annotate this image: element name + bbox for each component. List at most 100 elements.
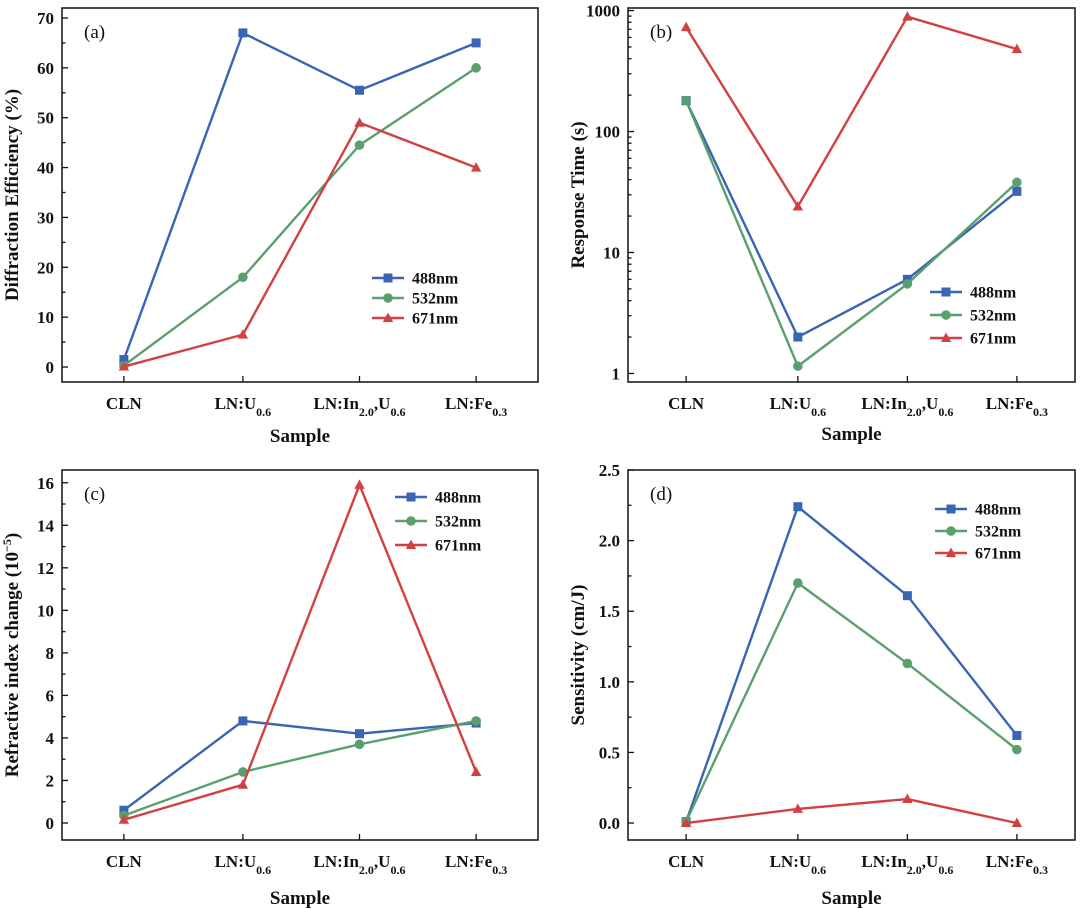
legend-marker: [941, 287, 951, 297]
legend-marker: [405, 539, 417, 549]
x-tick-label: CLN: [668, 852, 705, 871]
x-tick-label: CLN: [106, 394, 143, 413]
y-tick-label: 70: [37, 9, 54, 28]
x-tick-label: LN:U0.6: [215, 852, 272, 877]
data-point-488nm: [355, 729, 364, 739]
series-line-488nm: [123, 719, 477, 812]
x-tick-label: LN:U0.6: [770, 852, 827, 877]
data-point-671nm: [1011, 817, 1023, 828]
data-point-532nm: [354, 140, 365, 150]
y-tick-label: 1.5: [599, 602, 620, 621]
x-tick-label: LN:In2.0,U0.6: [314, 394, 406, 419]
panel-label: (c): [84, 484, 105, 505]
panel-label: (b): [650, 22, 672, 43]
data-point-532nm: [354, 739, 365, 750]
data-point-488nm: [119, 355, 129, 365]
plot-frame: [61, 469, 539, 841]
x-axis-title: Sample: [270, 888, 330, 909]
legend: 488nm 532nm 671nm: [930, 285, 1017, 348]
y-axis-title: Response Time (s): [568, 121, 589, 268]
data-point-488nm: [793, 502, 803, 512]
data-point-671nm: [237, 779, 249, 789]
legend-label: 671nm: [435, 538, 482, 555]
y-axis-title: Refractive index change (10−5): [0, 533, 23, 777]
legend: 488nm 532nm 671nm: [395, 490, 482, 555]
data-point-671nm: [354, 117, 365, 127]
data-point-532nm: [902, 279, 913, 289]
y-tick-label: 14: [37, 516, 55, 535]
y-axis-title: Sensitivity (cm/J): [568, 585, 589, 726]
plot-frame: [627, 469, 1076, 841]
legend-marker: [406, 516, 416, 526]
series-line-671nm: [685, 797, 1018, 825]
legend-label: 488nm: [975, 502, 1022, 519]
data-point-488nm: [793, 332, 803, 342]
legend-marker: [945, 547, 957, 557]
legend-marker: [946, 526, 956, 536]
legend: 488nm 532nm 671nm: [935, 502, 1022, 563]
data-point-532nm: [681, 95, 691, 106]
data-point-488nm: [238, 28, 248, 38]
x-tick-label: LN:U0.6: [215, 394, 272, 419]
y-tick-label: 100: [595, 123, 621, 142]
legend-marker: [383, 273, 393, 283]
data-point-532nm: [238, 767, 248, 777]
data-point-532nm: [793, 361, 803, 371]
y-tick-label: 0: [46, 358, 55, 377]
data-point-671nm: [680, 21, 692, 32]
data-point-532nm: [471, 716, 481, 726]
data-point-488nm: [355, 85, 364, 95]
legend-label: 488nm: [435, 490, 482, 507]
series-line-671nm: [123, 483, 478, 821]
data-point-671nm: [792, 201, 804, 211]
x-axis-title: Sample: [821, 888, 881, 909]
chart-panel-b: 1 10 100 1000 CLN LN:U0.6 LN:In2.0,U0.6 LN:Fe0.…: [568, 2, 1076, 445]
series-line-488nm: [685, 100, 1018, 339]
y-tick-label: 2: [46, 771, 55, 790]
series-line-671nm: [685, 15, 1018, 208]
y-tick-label: 20: [37, 258, 54, 277]
y-tick-label: 16: [37, 474, 54, 493]
y-tick-label: 0: [46, 814, 55, 833]
data-point-488nm: [119, 805, 129, 815]
y-tick-label: 30: [37, 208, 54, 227]
y-tick-label: 40: [37, 159, 54, 178]
legend-marker: [941, 310, 951, 320]
x-tick-label: LN:Fe0.3: [986, 852, 1048, 877]
data-point-671nm: [354, 479, 365, 489]
panel-label: (a): [84, 22, 105, 43]
data-point-532nm: [238, 272, 248, 283]
data-point-671nm: [470, 766, 482, 776]
data-point-671nm: [902, 793, 913, 804]
x-tick-label: LN:Fe0.3: [445, 852, 507, 877]
legend-label: 532nm: [435, 514, 482, 531]
legend-marker: [940, 332, 952, 342]
y-tick-label: 8: [46, 644, 55, 663]
legend-marker: [382, 312, 394, 322]
data-point-671nm: [118, 361, 130, 371]
data-point-671nm: [680, 817, 692, 828]
x-tick-label: CLN: [668, 394, 705, 413]
y-tick-label: 1.0: [599, 673, 620, 692]
x-tick-label: LN:Fe0.3: [445, 394, 507, 419]
y-axis-title: Diffraction Efficiency (%): [2, 89, 23, 301]
data-point-488nm: [1012, 730, 1022, 740]
legend-marker: [383, 293, 393, 303]
y-tick-label: 10: [37, 601, 54, 620]
x-tick-label: LN:U0.6: [770, 394, 827, 419]
data-point-488nm: [238, 716, 248, 726]
y-tick-label: 2.5: [599, 461, 620, 480]
x-axis-title: Sample: [270, 426, 330, 447]
legend: 488nm 532nm 671nm: [372, 271, 459, 328]
panel-label: (d): [650, 484, 672, 505]
y-tick-label: 0.0: [599, 814, 620, 833]
data-point-532nm: [793, 578, 803, 588]
data-point-671nm: [902, 11, 913, 21]
legend-marker: [946, 504, 956, 514]
series-line-532nm: [685, 100, 1018, 368]
legend-label: 671nm: [412, 311, 459, 328]
legend-label: 671nm: [975, 546, 1022, 563]
series-line-488nm: [122, 31, 477, 360]
legend-label: 671nm: [970, 331, 1017, 348]
x-axis-title: Sample: [821, 424, 881, 445]
